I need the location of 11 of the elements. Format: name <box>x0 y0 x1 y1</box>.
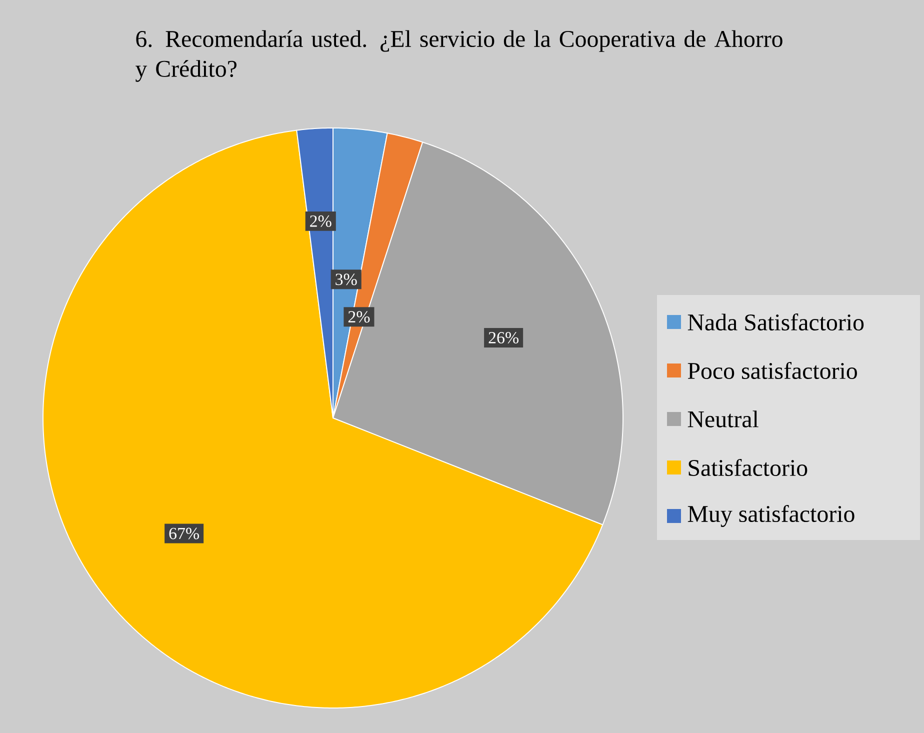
legend-label: Nada Satisfactorio <box>688 313 864 331</box>
chart-title: 6. Recomendaría usted. ¿El servicio de la Cooperativa de Ahorro y Crédito? <box>136 30 782 82</box>
legend-label: Neutral <box>688 410 758 428</box>
data-label: 2% <box>348 311 370 323</box>
data-label: 67% <box>169 528 200 540</box>
legend-label: Muy satisfactorio <box>688 504 854 527</box>
legend-label: Satisfactorio <box>688 458 808 476</box>
data-label: 2% <box>310 215 332 227</box>
legend-label: Poco satisfactorio <box>688 362 857 380</box>
data-label: 26% <box>488 332 519 344</box>
data-label: 3% <box>336 274 357 286</box>
